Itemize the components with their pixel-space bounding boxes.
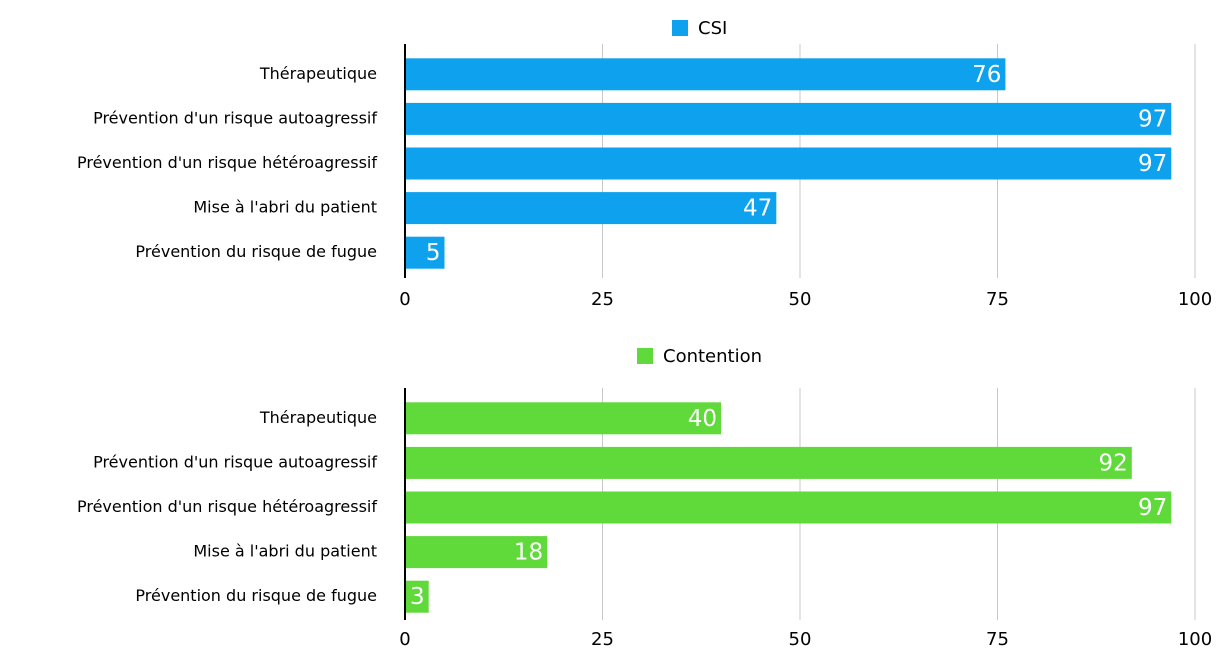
legend-label: Contention	[663, 346, 762, 367]
x-tick-label: 25	[591, 629, 614, 650]
bar	[405, 236, 445, 269]
y-tick-label: Prévention d'un risque autoagressif	[93, 108, 377, 127]
y-tick-label: Thérapeutique	[259, 64, 377, 83]
y-tick-label: Thérapeutique	[259, 408, 377, 427]
x-tick-label: 0	[399, 629, 410, 650]
y-tick-label: Prévention d'un risque hétéroagressif	[77, 153, 377, 172]
y-tick-label: Mise à l'abri du patient	[193, 198, 377, 217]
data-label: 97	[1138, 495, 1167, 521]
bar	[405, 491, 1172, 524]
bar	[405, 580, 429, 613]
bar	[405, 402, 721, 435]
data-label: 40	[688, 406, 717, 432]
data-label: 92	[1099, 450, 1128, 476]
data-label: 76	[972, 62, 1001, 88]
x-tick-label: 75	[986, 629, 1009, 650]
bar	[405, 58, 1006, 91]
x-tick-label: 0	[399, 289, 410, 310]
data-label: 47	[743, 196, 772, 222]
y-tick-label: Prévention du risque de fugue	[135, 242, 377, 261]
bar	[405, 102, 1172, 135]
data-label: 3	[410, 584, 425, 610]
data-label: 18	[514, 540, 543, 566]
x-tick-label: 75	[986, 289, 1009, 310]
legend-label: CSI	[698, 18, 727, 39]
legend-swatch	[637, 348, 653, 364]
bar	[405, 536, 548, 569]
y-tick-label: Prévention d'un risque hétéroagressif	[77, 497, 377, 516]
legend-swatch	[672, 20, 688, 36]
x-tick-label: 25	[591, 289, 614, 310]
data-label: 5	[426, 240, 441, 266]
y-tick-label: Prévention d'un risque autoagressif	[93, 452, 377, 471]
x-tick-label: 100	[1178, 629, 1212, 650]
bar	[405, 446, 1132, 479]
x-tick-label: 50	[789, 629, 812, 650]
bar	[405, 147, 1172, 180]
y-tick-label: Mise à l'abri du patient	[193, 542, 377, 561]
x-tick-label: 100	[1178, 289, 1212, 310]
bar	[405, 192, 777, 225]
data-label: 97	[1138, 106, 1167, 132]
data-label: 97	[1138, 151, 1167, 177]
x-tick-label: 50	[789, 289, 812, 310]
y-tick-label: Prévention du risque de fugue	[135, 586, 377, 605]
